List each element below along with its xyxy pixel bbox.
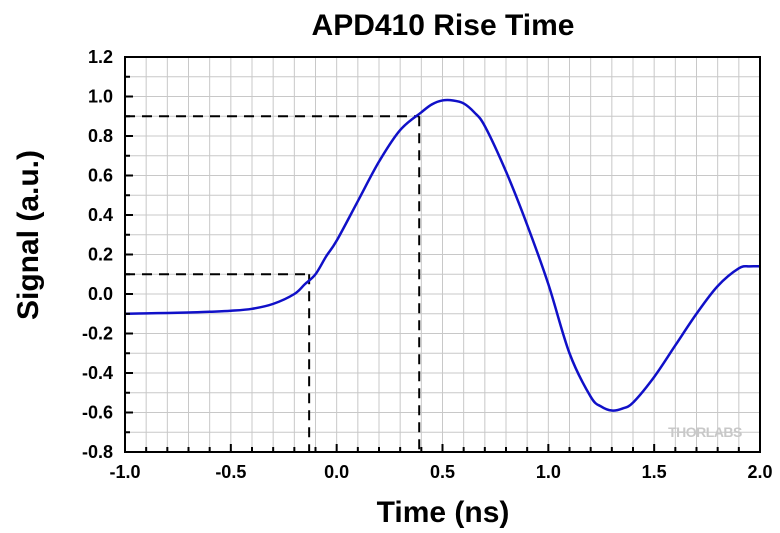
x-axis-label: Time (ns) bbox=[377, 496, 510, 529]
x-tick-labels: -1.0 -0.5 0.0 0.5 1.0 1.5 2.0 bbox=[109, 462, 772, 482]
y-tick-label: -0.8 bbox=[82, 442, 113, 462]
y-tick-label: 0.2 bbox=[88, 245, 113, 265]
x-tick-label: -1.0 bbox=[109, 462, 140, 482]
y-tick-label: 1.0 bbox=[88, 87, 113, 107]
y-axis-label: Signal (a.u.) bbox=[12, 150, 45, 320]
y-tick-label: 0.4 bbox=[88, 205, 113, 225]
series-line bbox=[124, 98, 761, 412]
chart-title: APD410 Rise Time bbox=[312, 9, 575, 42]
y-tick-labels: -0.8 -0.6 -0.4 -0.2 0.0 0.2 0.4 0.6 0.8 1.0 1.2 bbox=[82, 47, 113, 462]
y-tick-label: 1.2 bbox=[88, 47, 113, 67]
x-tick-label: 1.5 bbox=[642, 462, 667, 482]
x-tick-label: 0.0 bbox=[324, 462, 349, 482]
grid bbox=[125, 57, 760, 452]
y-tick-label: 0.8 bbox=[88, 126, 113, 146]
axis-ticks bbox=[124, 56, 761, 453]
y-tick-label: 0.6 bbox=[88, 166, 113, 186]
x-tick-label: 0.5 bbox=[430, 462, 455, 482]
x-tick-label: -0.5 bbox=[215, 462, 246, 482]
x-tick-label: 1.0 bbox=[536, 462, 561, 482]
y-tick-label: 0.0 bbox=[88, 284, 113, 304]
y-tick-label: -0.4 bbox=[82, 363, 113, 383]
guide-lines bbox=[125, 115, 421, 452]
thorlabs-watermark: THORLABS bbox=[668, 424, 742, 440]
x-tick-label: 2.0 bbox=[747, 462, 772, 482]
y-tick-label: -0.2 bbox=[82, 324, 113, 344]
y-tick-label: -0.6 bbox=[82, 403, 113, 423]
